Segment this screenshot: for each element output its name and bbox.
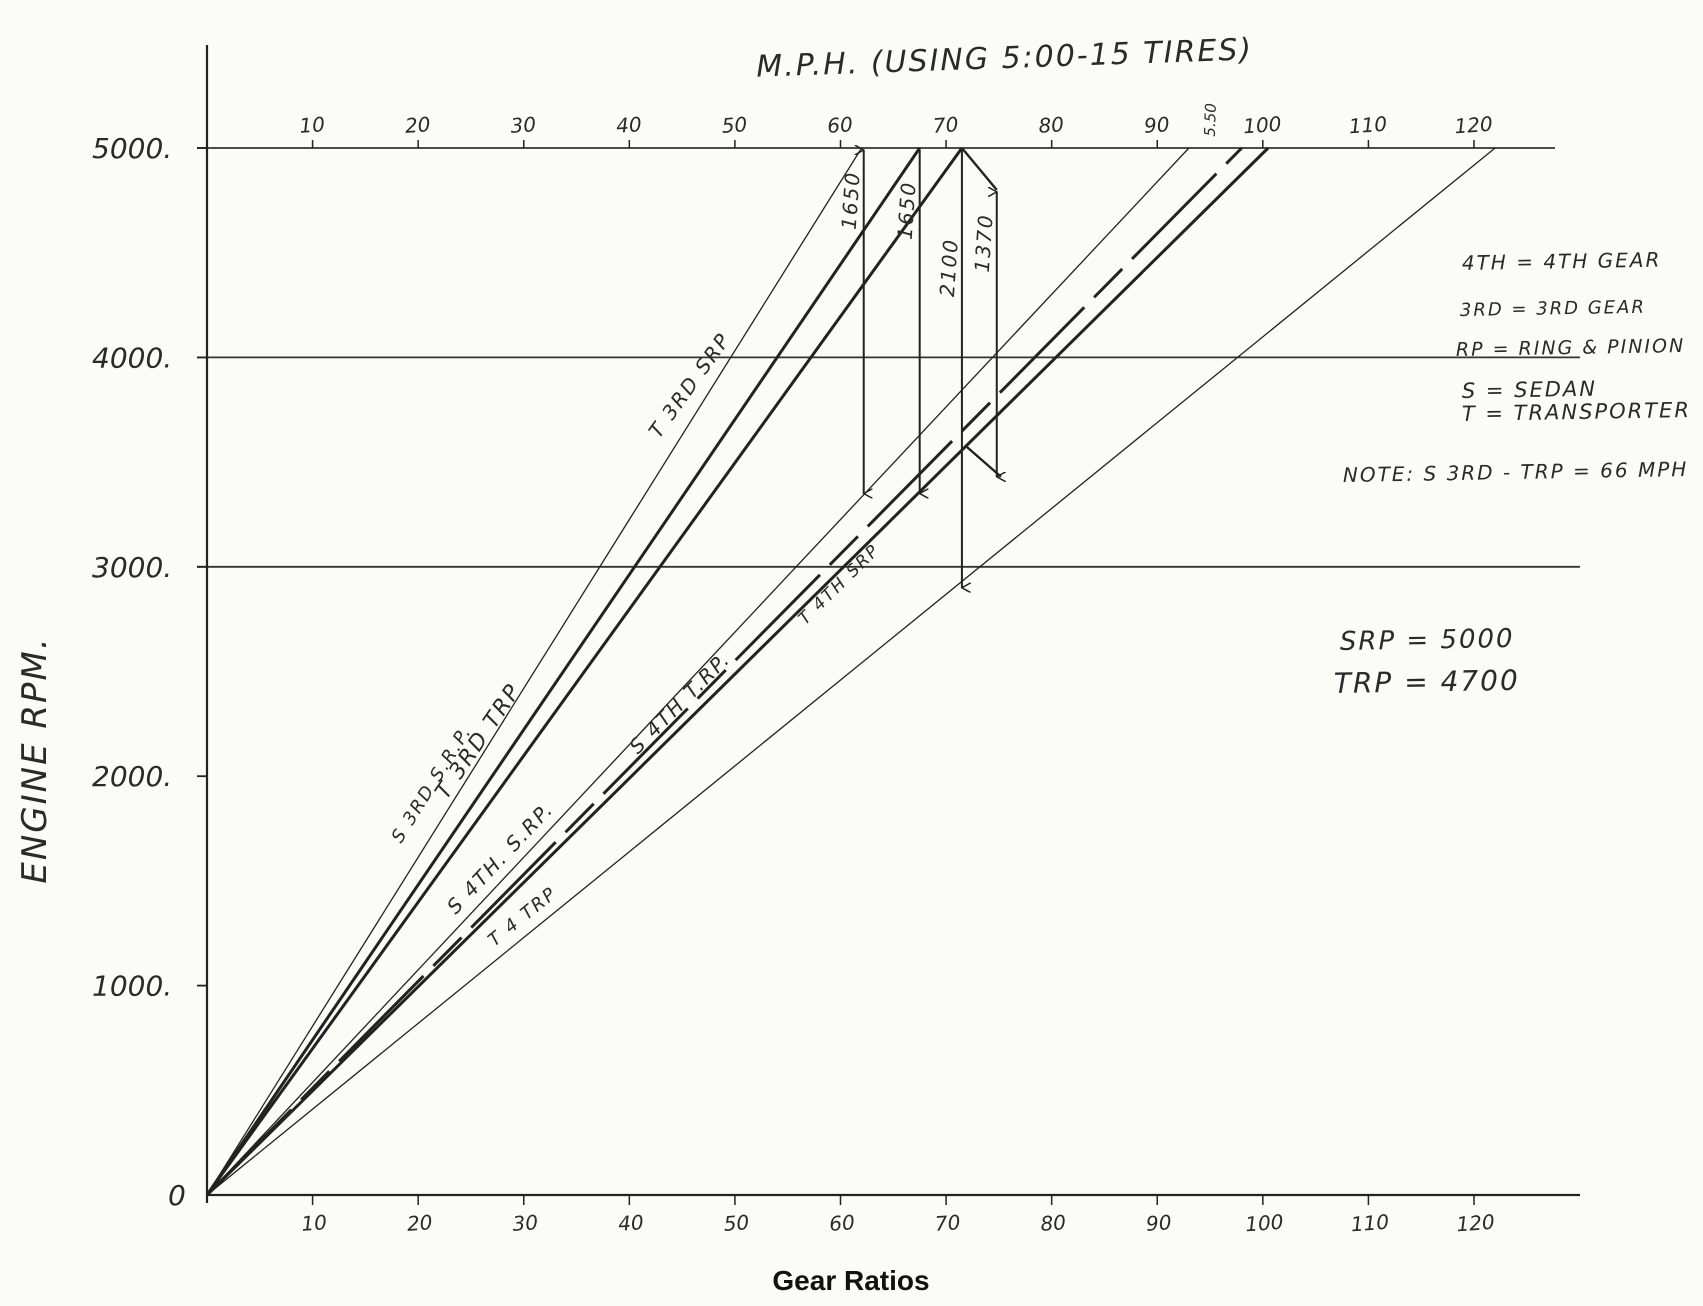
annotation-5: T = TRANSPORTER [1462,398,1691,426]
annotation-2: 3RD = 3RD GEAR [1460,297,1646,321]
y-tick-label-5000: 5000. [92,132,172,165]
bottom-tick-label-60: 60 [828,1210,855,1236]
y-tick-label-2000: 2000. [92,760,172,793]
y-tick-label-3000: 3000. [92,551,172,584]
rpm-drop-label-2: 1650 [893,180,921,240]
top-tick-label-40: 40 [615,112,642,138]
rpm-drop-label-3: 2100 [935,237,963,297]
series-line-3 [205,147,964,1196]
top-extra-tick-label: 5.50 [1201,103,1220,137]
annotation-8: TRP = 4700 [1334,664,1521,700]
bottom-tick-label-40: 40 [617,1210,644,1236]
top-tick-label-20: 20 [404,112,431,138]
annotation-1: 4TH = 4TH GEAR [1462,248,1662,275]
top-tick-label-90: 90 [1143,112,1170,138]
top-tick-label-60: 60 [826,112,853,138]
top-tick-label-50: 50 [721,112,748,138]
series-line-5 [205,146,1243,1197]
top-tick-label-110: 110 [1348,112,1388,139]
annotation-3: RP = RING & PINION [1456,335,1686,361]
series-line-2 [205,147,921,1196]
top-tick-label-30: 30 [510,112,537,138]
bottom-tick-label-30: 30 [512,1210,539,1236]
y-tick-label-0: 0 [168,1179,186,1212]
top-tick-label-70: 70 [932,112,959,138]
top-tick-label-100: 100 [1242,112,1282,139]
figure-caption: Gear Ratios [772,1265,929,1296]
bottom-tick-label-90: 90 [1145,1210,1172,1236]
bottom-tick-label-10: 10 [301,1210,328,1236]
y-axis-label: ENGINE RPM. [15,636,55,883]
rpm-drop-label-1: 1650 [837,170,865,230]
rpm-drop-label-4: 1370 [970,213,998,273]
bottom-tick-label-70: 70 [934,1210,961,1236]
y-tick-label-1000: 1000. [92,970,172,1003]
connector-top [960,147,998,191]
bottom-tick-label-120: 120 [1456,1210,1496,1237]
series-line-7 [206,147,1496,1196]
top-tick-label-120: 120 [1454,112,1494,139]
annotation-4: S = SEDAN [1462,377,1598,403]
top-tick-label-80: 80 [1038,112,1065,138]
y-tick-label-4000: 4000. [92,341,172,374]
bottom-tick-label-80: 80 [1040,1210,1067,1236]
bottom-tick-label-20: 20 [406,1210,433,1236]
bottom-tick-label-100: 100 [1244,1210,1284,1237]
bottom-tick-label-50: 50 [723,1210,750,1236]
series-line-6 [205,146,1270,1197]
bottom-tick-label-110: 110 [1350,1210,1390,1237]
annotation-7: SRP = 5000 [1340,624,1515,657]
series-line-4 [206,147,1190,1196]
series-line-1 [206,147,863,1196]
top-tick-label-10: 10 [299,112,326,138]
